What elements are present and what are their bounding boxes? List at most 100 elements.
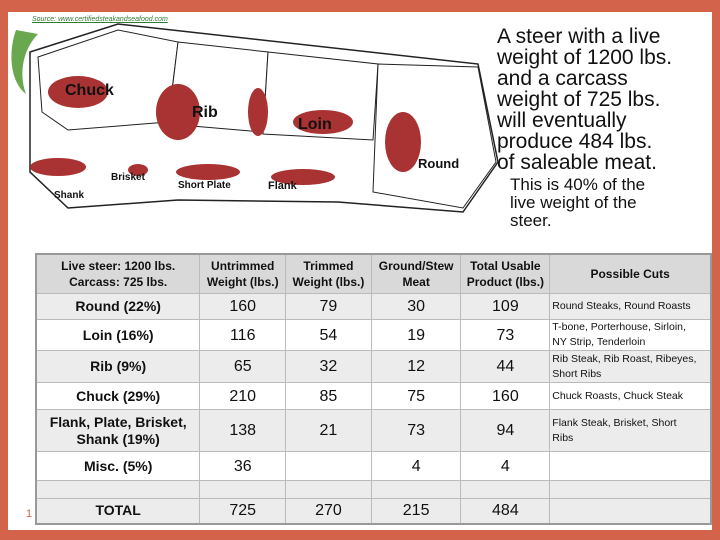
text-line: steer. [510,211,552,230]
cell-line: Rib (9%) [90,358,147,374]
page-number: 1 [26,508,33,520]
table-cell: Misc. (5%) [35,451,201,481]
diagram-label: Flank [268,180,298,192]
cell-line: Weight (lbs.) [292,275,365,289]
text-line: weight of 1200 lbs. [497,46,673,69]
cell-line: TOTAL [95,502,141,519]
cell-line: Weight (lbs.) [206,275,279,289]
cell-line: Ground/Stew [378,259,454,273]
cut [271,169,335,185]
header-row: Live steer: 1200 lbs. Carcass: 725 lbs. Un… [35,253,712,294]
table-row: Flank, Plate, Brisket, Shank (19%) 138 21 73… [35,409,712,452]
cell-line: Rib Steak, Rib Roast, Ribeyes, [552,352,697,365]
table-cell: Chuck (29%) [35,382,201,410]
table-row: Rib (9%) 65 32 12 44 Rib Steak, Rib Roast, Ri… [35,350,712,383]
cell-line: Product (lbs.) [466,275,545,289]
diagram-label: Chuck [65,82,114,99]
cell-line: Loin (16%) [82,326,154,343]
table-cell: Rib (9%) [35,350,201,383]
text-line: weight of 725 lbs. [497,88,661,111]
table-cell: 4 [370,451,462,481]
table-cell [549,498,712,524]
table-cell [285,480,372,499]
table-cell: 19 [370,319,462,351]
spacer-row [35,480,712,499]
beef-diagram: Chuck Rib Loin Round Brisket Short Plate Flank… [11,23,498,213]
cell-line: Short Ribs [552,367,602,380]
cut [128,164,148,176]
table-cell: 12 [370,350,462,383]
text-line: produce 484 lbs. [497,130,653,153]
table-cell: Live steer: 1200 lbs. Carcass: 725 lbs. [35,253,201,294]
table-cell: 44 [460,350,551,383]
diagram-label: Short Plate [178,180,231,191]
table-cell: 73 [460,319,551,351]
table-cell: 138 [199,409,287,452]
table-cell: 30 [370,293,462,320]
table-cell: Round (22%) [35,293,201,320]
cut [156,84,200,140]
table-cell: 75 [370,382,462,410]
cell-line: Untrimmed [211,259,275,273]
slide: Chuck Rib Loin Round Brisket Short Plate Flank… [8,12,712,530]
cut [385,112,421,172]
diagram-label: Brisket [111,172,146,183]
table-cell: 160 [460,382,551,410]
table-cell: T-bone, Porterhouse, Sirloin, NY Strip, T… [549,319,712,351]
table-cell: 109 [460,293,551,320]
table-row: Misc. (5%) 36 4 4 [35,451,712,481]
round-region [372,63,497,209]
diagram-label: Shank [54,190,84,201]
table: Live steer: 1200 lbs. Carcass: 725 lbs. Un… [35,253,712,525]
diagram-label: Round [418,156,459,171]
table-cell: TOTAL [35,498,201,524]
table-cell: 73 [370,409,462,452]
labels: Chuck Rib Loin Round Brisket Short Plate Flank… [54,82,459,201]
cut [48,76,108,108]
table-cell [370,480,462,499]
subtext: This is 40% of the live weight of the stee… [510,176,645,230]
table-cell: 36 [199,451,287,481]
table-cell [460,480,551,499]
diagram-label: Loin [298,116,332,133]
table-cell: 94 [460,409,551,452]
table-cell: Trimmed Weight (lbs.) [285,253,372,294]
table-cell: Untrimmed Weight (lbs.) [199,253,287,294]
cell-line: Flank Steak, Brisket, Short [552,416,677,429]
table-cell: Total Usable Product (lbs.) [460,253,551,294]
cut [30,158,86,176]
cell-line: NY Strip, Tenderloin [552,336,646,348]
table-cell: 210 [199,382,287,410]
table-cell: Loin (16%) [35,319,201,351]
cell-line: Carcass: 725 lbs. [69,275,168,289]
table-cell: Flank, Plate, Brisket, Shank (19%) [35,409,201,452]
table-cell [285,451,372,481]
cell-line: Meat [402,275,430,289]
table-cell [549,480,712,499]
text-line: of saleable meat. [497,151,657,174]
cell-line: Trimmed [303,259,354,273]
text-line: will eventually [497,109,627,132]
table-cell: 4 [460,451,551,481]
source: Source: www.certifiedsteakandseafood.com [32,16,168,23]
table-cell: 54 [285,319,372,351]
table-cell: 215 [370,498,462,524]
table-cell: 21 [285,409,372,452]
table-cell: Chuck Roasts, Chuck Steak [549,382,712,410]
text-line: This is 40% of the [510,175,646,194]
heading: A steer with a live weight of 1200 lbs. an… [497,26,672,173]
table-cell: 85 [285,382,372,410]
cut [248,88,268,136]
cell-line: Total Usable [470,259,541,273]
table-cell [35,480,201,499]
table-cell: 160 [199,293,287,320]
table-cell: Flank Steak, Brisket, Short Ribs [549,409,712,452]
table-cell [549,451,712,481]
text-line: A steer with a live [497,25,661,48]
cell-line: Chuck Roasts, Chuck Steak [552,389,684,402]
table-cell: Round Steaks, Round Roasts [549,293,712,320]
table-cell: 484 [460,498,551,524]
diagram-label: Rib [192,104,218,121]
table-row: TOTAL 725 270 215 484 [35,498,712,524]
